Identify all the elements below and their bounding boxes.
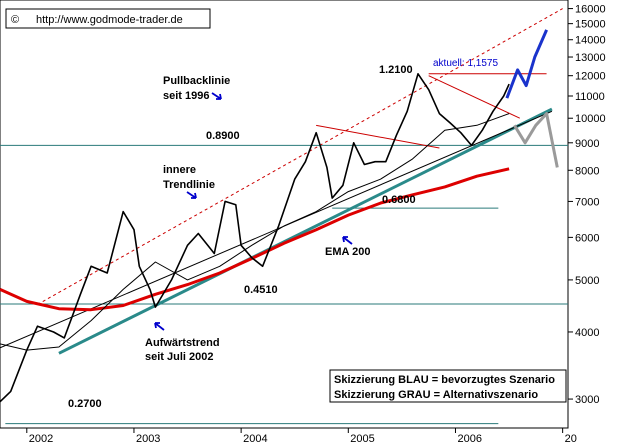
level-label-0-8900: 0.8900 — [206, 130, 240, 142]
annotation-pullback-line2: seit 1996 — [163, 90, 209, 102]
current-value-label: aktuell: 1,1575 — [433, 58, 498, 69]
level-label-0-2700: 0.2700 — [68, 398, 102, 410]
x-tick-label: 20 — [565, 433, 577, 444]
x-tick-label: 2005 — [350, 433, 374, 444]
plot-frame — [0, 0, 569, 429]
annotation-uptrend-line1: Aufwärtstrend — [145, 337, 220, 349]
y-tick-label: 11000 — [575, 91, 605, 103]
level-label-0-6800: 0.6800 — [382, 194, 416, 206]
y-tick-label: 16000 — [575, 4, 606, 16]
y-tick-label: 15000 — [575, 19, 606, 31]
y-tick-label: 5000 — [575, 275, 599, 287]
x-axis-ticks: 2002 2003 2004 2005 2006 20 — [26, 428, 577, 444]
annotation-ema: EMA 200 — [325, 246, 370, 258]
source-label: © http://www.godmode-trader.de — [5, 8, 211, 29]
y-tick-label: 12000 — [575, 71, 606, 83]
y-tick-label: 10000 — [575, 113, 606, 125]
copyright-symbol: © — [11, 14, 19, 26]
level-label-0-4510: 0.4510 — [244, 284, 278, 296]
annotation-arrows — [154, 92, 353, 331]
x-tick-label: 2004 — [243, 433, 267, 444]
x-tick-label: 2002 — [29, 433, 53, 444]
y-tick-label: 3000 — [575, 394, 599, 406]
arrow-inner — [186, 191, 197, 199]
trendline-pullback — [37, 8, 563, 305]
series-lines — [0, 73, 510, 403]
level-label-1-2100: 1.2100 — [379, 64, 413, 76]
y-tick-label: 13000 — [575, 52, 606, 64]
scenario-arrows — [505, 29, 559, 168]
arrow-uptrend — [154, 322, 165, 331]
annotation-inner-line1: innere — [163, 164, 196, 176]
trendline-down1 — [316, 124, 440, 149]
y-tick-label: 9000 — [575, 138, 599, 150]
legend-box: Skizzierung BLAU = bevorzugtes Szenario … — [329, 369, 567, 403]
y-tick-label: 7000 — [575, 196, 599, 208]
annotation-uptrend-line2: seit Juli 2002 — [145, 351, 214, 363]
scenario-blue-path — [505, 29, 548, 99]
scenario-gray-path — [513, 112, 559, 168]
arrow-pullback — [211, 92, 222, 100]
y-axis-ticks: 16000 15000 14000 13000 12000 11000 10000 9000 8… — [568, 4, 606, 406]
plot-border — [0, 0, 569, 429]
source-url: http://www.godmode-trader.de — [36, 14, 183, 26]
legend-line-blue: Skizzierung BLAU = bevorzugtes Szenario — [334, 374, 555, 386]
trendline-uptrend — [58, 107, 553, 355]
series-line-2 — [0, 113, 510, 351]
trendline-down2 — [428, 75, 520, 119]
y-tick-label: 14000 — [575, 35, 606, 47]
arrow-ema — [342, 236, 353, 245]
y-tick-label: 8000 — [575, 165, 599, 177]
series-line-1 — [0, 73, 510, 403]
x-tick-label: 2003 — [136, 433, 160, 444]
x-tick-label: 2006 — [457, 433, 481, 444]
y-tick-label: 6000 — [575, 232, 599, 244]
annotation-inner-line2: Trendlinie — [163, 179, 215, 191]
annotation-pullback-line1: Pullbacklinie — [163, 75, 230, 87]
legend-line-gray: Skizzierung GRAU = Alternativszenario — [334, 389, 538, 401]
y-tick-label: 4000 — [575, 327, 599, 339]
